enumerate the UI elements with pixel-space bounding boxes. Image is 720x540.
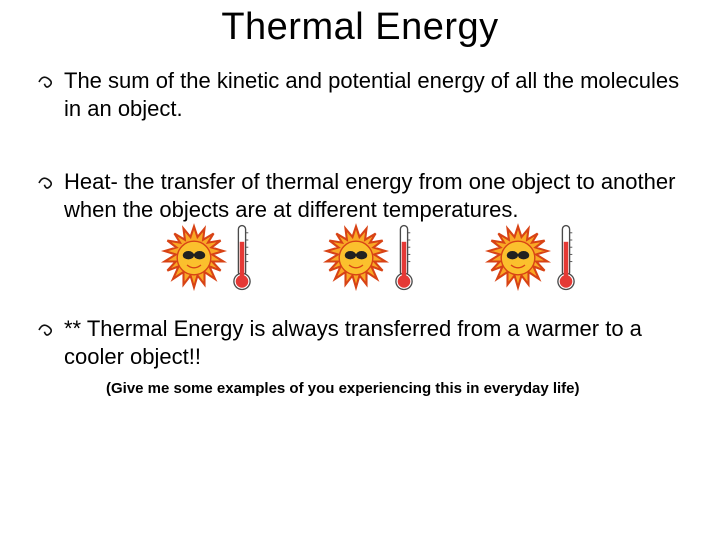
bullet-text: The sum of the kinetic and potential ene… [64, 67, 698, 122]
thermometer-icon [233, 219, 251, 297]
sun-thermometer-item [483, 219, 575, 297]
swirl-bullet-icon [36, 71, 60, 93]
content-area: The sum of the kinetic and potential ene… [0, 67, 720, 397]
bullet-item: The sum of the kinetic and potential ene… [36, 67, 698, 122]
bullet-item: Heat- the transfer of thermal energy fro… [36, 168, 698, 223]
swirl-bullet-icon [36, 172, 60, 194]
sun-icon [159, 223, 229, 293]
thermometer-icon [557, 219, 575, 297]
swirl-bullet-icon [36, 319, 60, 341]
sun-icon [483, 223, 553, 293]
thermometer-icon [395, 219, 413, 297]
sun-thermometer-item [321, 219, 413, 297]
sun-thermometer-row [36, 219, 698, 297]
slide-title: Thermal Energy [0, 0, 720, 67]
bullet-text: Heat- the transfer of thermal energy fro… [64, 168, 698, 223]
bullet-text: ** Thermal Energy is always transferred … [64, 315, 698, 370]
sub-prompt-text: (Give me some examples of you experienci… [36, 380, 698, 397]
sun-thermometer-item [159, 219, 251, 297]
sun-icon [321, 223, 391, 293]
bullet-item: ** Thermal Energy is always transferred … [36, 315, 698, 370]
